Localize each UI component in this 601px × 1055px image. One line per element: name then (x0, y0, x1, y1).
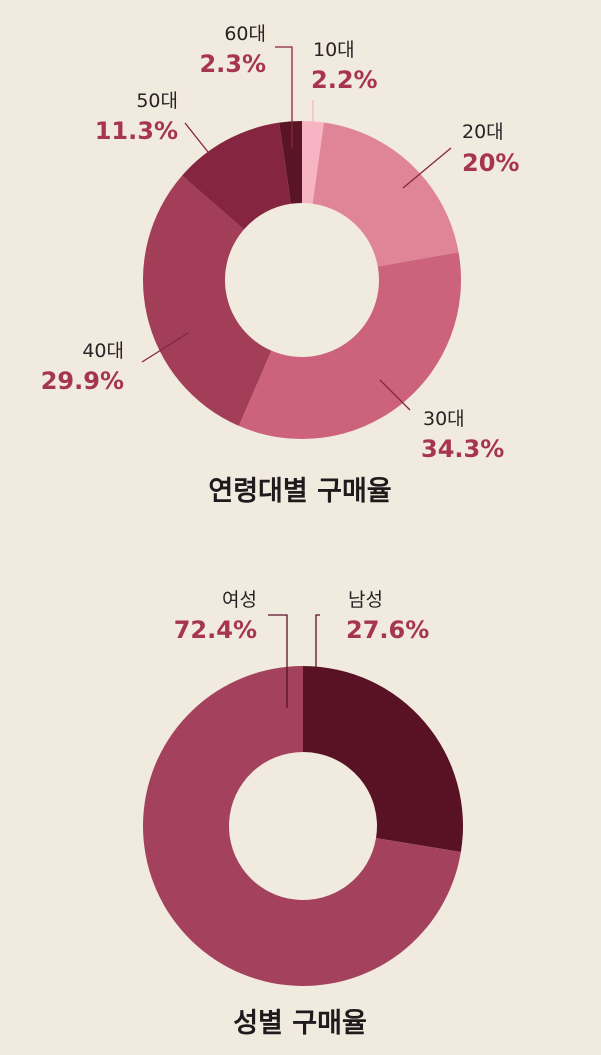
gender-donut-slices (142, 666, 463, 986)
label-50s: 50대 11.3% (95, 90, 178, 145)
category-label-female: 여성 (222, 589, 257, 611)
leader-line-male (315, 614, 320, 708)
leader-line-female (268, 614, 288, 708)
gender-chart-title: 성별 구매율 (233, 1008, 367, 1039)
label-male: 남성 27.6% (346, 589, 429, 644)
value-label-30s: 34.3% (421, 435, 504, 463)
leader-line-40s (141, 332, 189, 363)
age-leader-lines (141, 46, 452, 411)
category-label-male: 남성 (348, 589, 383, 611)
age-donut-slices (142, 121, 462, 440)
category-label-60s: 60대 (224, 23, 266, 45)
value-label-40s: 29.9% (41, 367, 124, 395)
leader-line-20s (402, 147, 452, 189)
label-40s: 40대 29.9% (41, 340, 124, 395)
label-20s: 20대 20% (462, 121, 519, 177)
leader-line-30s (379, 379, 411, 411)
leader-line-50s (184, 122, 209, 153)
category-label-30s: 30대 (423, 408, 465, 430)
category-label-20s: 20대 (462, 121, 504, 143)
age-chart-title: 연령대별 구매율 (208, 476, 391, 507)
donut-slice-20s (312, 122, 459, 267)
gender-leader-lines (268, 614, 320, 708)
donut-slice-60s (279, 121, 302, 204)
category-label-10s: 10대 (313, 39, 355, 61)
label-30s: 30대 34.3% (421, 408, 504, 463)
label-10s: 10대 2.2% (311, 39, 378, 94)
category-label-50s: 50대 (136, 90, 178, 112)
donut-slice-10s (302, 121, 324, 204)
value-label-60s: 2.3% (199, 50, 266, 78)
value-label-male: 27.6% (346, 616, 429, 644)
age-donut-chart: 10대 2.2% 20대 20% 30대 34.3% 40대 29.9% 50대… (41, 23, 520, 507)
donut-slice-50s (182, 122, 291, 230)
label-female: 여성 72.4% (174, 589, 257, 644)
label-60s: 60대 2.3% (199, 23, 266, 78)
value-label-female: 72.4% (174, 616, 257, 644)
donut-slice-male (303, 666, 463, 853)
gender-donut-chart: 남성 27.6% 여성 72.4% 성별 구매율 (142, 589, 463, 1039)
donut-slice-40s (142, 175, 272, 426)
value-label-20s: 20% (462, 149, 519, 177)
value-label-10s: 2.2% (311, 66, 378, 94)
donut-slice-female (142, 666, 461, 986)
category-label-40s: 40대 (82, 340, 124, 362)
value-label-50s: 11.3% (95, 117, 178, 145)
leader-line-60s (275, 46, 293, 148)
donut-slice-30s (238, 252, 462, 440)
